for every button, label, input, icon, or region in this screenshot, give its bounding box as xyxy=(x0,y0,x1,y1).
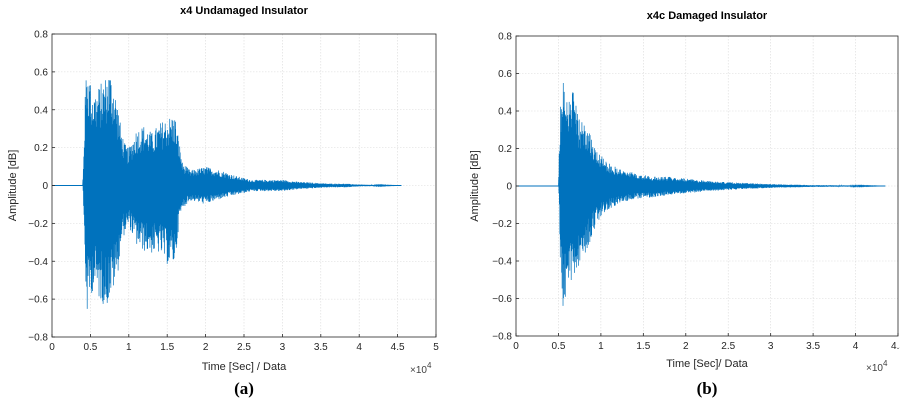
y-tick-label: −0.8 xyxy=(28,333,48,344)
y-tick-label: −0.4 xyxy=(28,257,48,268)
x-tick-label: 4 xyxy=(356,342,362,353)
y-axis-label: Amplitude [dB] xyxy=(469,150,481,222)
x-tick-label: 2.5 xyxy=(237,342,251,353)
x-tick-label: 2 xyxy=(683,341,689,352)
x-tick-label: 0 xyxy=(513,341,519,352)
y-tick-label: 0.4 xyxy=(34,105,48,116)
chart-title: x4 Undamaged Insulator xyxy=(180,5,308,17)
y-tick-label: 0.8 xyxy=(34,30,48,41)
waveform-series-line xyxy=(52,80,402,309)
y-tick-label: −0.2 xyxy=(492,219,512,230)
y-tick-label: 0.6 xyxy=(34,67,48,78)
x-tick-label: 1 xyxy=(126,342,132,353)
x-tick-label: 0 xyxy=(49,342,55,353)
x-tick-label: 2 xyxy=(203,342,209,353)
x-tick-label: 3.5 xyxy=(314,342,328,353)
panel-caption: (a) xyxy=(234,379,254,398)
x-axis-label: Time [Sec] / Data xyxy=(202,361,287,373)
x-tick-label: 1.5 xyxy=(160,342,174,353)
y-tick-label: −0.6 xyxy=(28,295,48,306)
x-axis-exponent: ×104 xyxy=(410,361,432,376)
waveform-series-line xyxy=(516,83,886,306)
x-tick-label: 3 xyxy=(768,341,774,352)
x-tick-label: 0.5 xyxy=(83,342,97,353)
panel-caption: (b) xyxy=(697,379,718,398)
y-tick-label: 0 xyxy=(506,182,512,193)
y-tick-label: −0.8 xyxy=(492,332,512,343)
y-tick-label: −0.4 xyxy=(492,257,512,268)
x-tick-label: 0.5 xyxy=(551,341,565,352)
y-tick-label: 0 xyxy=(42,181,48,192)
y-tick-label: −0.6 xyxy=(492,294,512,305)
x-tick-label: 1 xyxy=(598,341,604,352)
x-tick-label: 3.5 xyxy=(806,341,820,352)
y-axis-label: Amplitude [dB] xyxy=(7,150,19,222)
y-tick-label: 0.6 xyxy=(498,69,512,80)
y-tick-label: 0.2 xyxy=(34,143,48,154)
x-tick-label: 4 xyxy=(853,341,859,352)
x-tick-label: 5 xyxy=(433,342,439,353)
y-tick-label: 0.8 xyxy=(498,32,512,43)
y-tick-label: −0.2 xyxy=(28,219,48,230)
x-tick-label: 4.5 xyxy=(891,341,900,352)
x-tick-label: 3 xyxy=(280,342,286,353)
x-tick-label: 4.5 xyxy=(391,342,405,353)
y-tick-label: 0.2 xyxy=(498,144,512,155)
x-tick-label: 1.5 xyxy=(636,341,650,352)
x-tick-label: 2.5 xyxy=(721,341,735,352)
chart-panel-a: x4 Undamaged Insulator 0 0.5 1 1.5 2 2.5 3 3.5 4… xyxy=(7,5,439,398)
y-tick-label: 0.4 xyxy=(498,107,512,118)
x-axis-exponent: ×104 xyxy=(866,359,888,374)
x-axis-label: Time [Sec]/ Data xyxy=(666,358,748,370)
chart-panel-b: x4c Damaged Insulator 0 0.5 1 1.5 2 2.5 3 3.5 4 4… xyxy=(469,10,900,398)
chart-title: x4c Damaged Insulator xyxy=(647,10,768,22)
